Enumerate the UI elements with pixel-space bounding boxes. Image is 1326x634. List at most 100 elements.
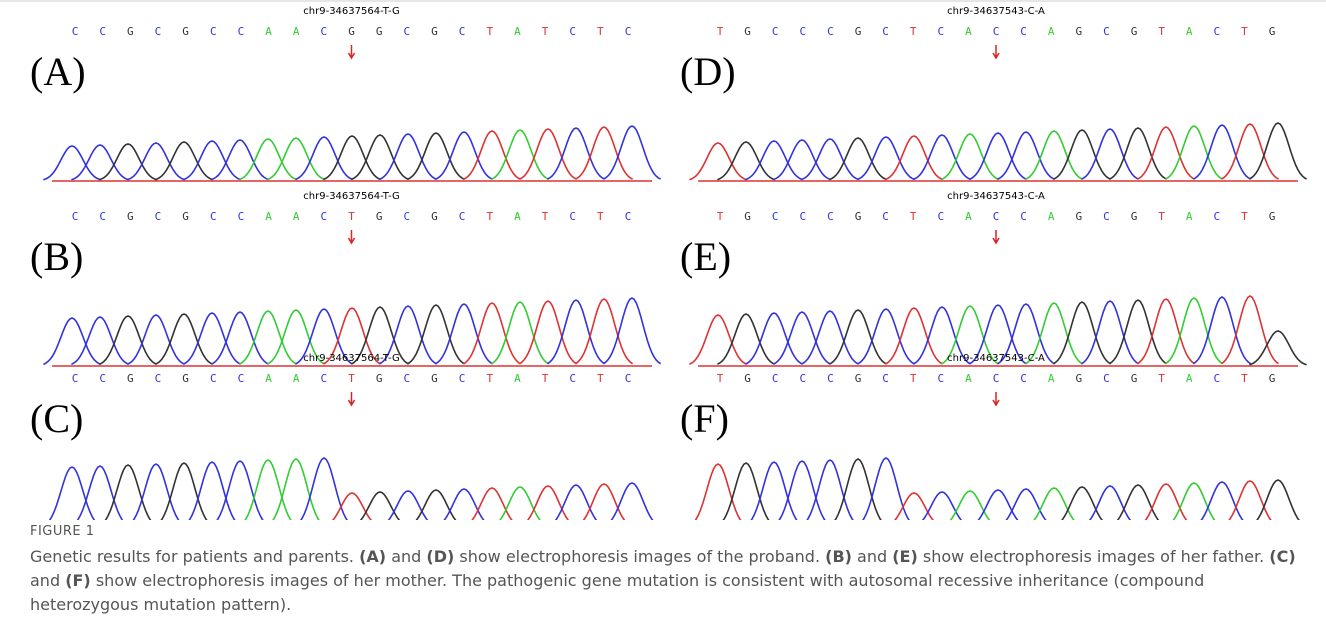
- peak: [773, 140, 830, 180]
- base: C: [569, 372, 576, 385]
- peak: [575, 299, 632, 364]
- base: A: [293, 372, 300, 385]
- base: G: [127, 372, 134, 385]
- peak: [1193, 297, 1250, 364]
- peak: [211, 140, 268, 180]
- base: T: [1241, 25, 1248, 38]
- base: C: [625, 25, 632, 38]
- peak: [745, 141, 802, 180]
- base: C: [625, 372, 632, 385]
- base: G: [855, 210, 862, 223]
- base: T: [486, 25, 493, 38]
- base: T: [717, 372, 724, 385]
- peak: [43, 146, 100, 180]
- peak: [1053, 302, 1110, 364]
- peak: [519, 129, 576, 179]
- base: G: [855, 372, 862, 385]
- peak: [99, 465, 156, 520]
- base: A: [1186, 210, 1193, 223]
- peak: [857, 137, 914, 180]
- base: G: [744, 25, 751, 38]
- caption-part: (C): [1269, 547, 1295, 566]
- base: A: [1048, 210, 1055, 223]
- base: G: [1269, 210, 1276, 223]
- peak: [717, 142, 774, 180]
- peak: [379, 491, 436, 520]
- peak: [1081, 301, 1138, 364]
- base: C: [772, 210, 779, 223]
- peak: [267, 459, 324, 520]
- peak: [71, 145, 128, 180]
- base: C: [72, 25, 79, 38]
- peak: [463, 488, 520, 520]
- base: A: [1048, 25, 1055, 38]
- peak: [547, 300, 604, 364]
- base: G: [431, 372, 438, 385]
- peak: [1165, 298, 1222, 364]
- peak: [829, 459, 886, 520]
- peak: [997, 132, 1054, 179]
- arrow: [993, 392, 999, 405]
- peak: [1165, 483, 1222, 520]
- peak: [1249, 123, 1306, 179]
- peak: [603, 298, 660, 364]
- base: C: [99, 210, 106, 223]
- peak: [603, 126, 660, 179]
- peak: [885, 136, 942, 180]
- caption-part: (F): [65, 571, 91, 590]
- peak: [1193, 125, 1250, 179]
- peak: [239, 460, 296, 520]
- peak: [1137, 299, 1194, 364]
- base: C: [937, 25, 944, 38]
- peak: [829, 138, 886, 180]
- base: C: [321, 25, 328, 38]
- base: C: [799, 210, 806, 223]
- peak: [351, 492, 408, 520]
- base: G: [348, 25, 355, 38]
- peak: [183, 462, 240, 520]
- base: C: [155, 25, 162, 38]
- variant-name: chr9-34637543-C-A: [947, 6, 1045, 17]
- peak: [913, 135, 970, 179]
- base: G: [744, 210, 751, 223]
- base: C: [827, 372, 834, 385]
- base: C: [155, 372, 162, 385]
- peak: [1053, 130, 1110, 179]
- base: T: [542, 25, 549, 38]
- peak: [801, 139, 858, 180]
- peak: [773, 461, 830, 520]
- base: C: [827, 210, 834, 223]
- peak: [745, 313, 802, 364]
- base: T: [348, 210, 355, 223]
- caption-text: Genetic results for patients and parents…: [30, 545, 1300, 617]
- caption-part: and: [30, 571, 65, 590]
- base: C: [625, 210, 632, 223]
- peak: [1137, 484, 1194, 520]
- base: A: [1186, 372, 1193, 385]
- panel-label: (A): [30, 49, 86, 94]
- base: C: [882, 372, 889, 385]
- peak: [575, 484, 632, 520]
- base: A: [514, 210, 521, 223]
- peak: [1109, 128, 1166, 179]
- caption-label: FIGURE 1: [30, 524, 1300, 539]
- base: A: [514, 372, 521, 385]
- peak: [1249, 480, 1306, 520]
- peak: [351, 135, 408, 179]
- base: C: [1103, 25, 1110, 38]
- base: C: [993, 372, 1000, 385]
- peak: [43, 467, 100, 520]
- panel-label: (E): [680, 234, 731, 279]
- arrow: [349, 392, 355, 405]
- base: T: [1158, 372, 1165, 385]
- base: T: [910, 25, 917, 38]
- peak: [127, 464, 184, 520]
- base: T: [1241, 210, 1248, 223]
- peak: [407, 490, 464, 520]
- base: A: [293, 25, 300, 38]
- peak: [435, 489, 492, 520]
- base: G: [431, 210, 438, 223]
- base: C: [210, 210, 217, 223]
- arrow: [349, 45, 355, 58]
- base: G: [182, 25, 189, 38]
